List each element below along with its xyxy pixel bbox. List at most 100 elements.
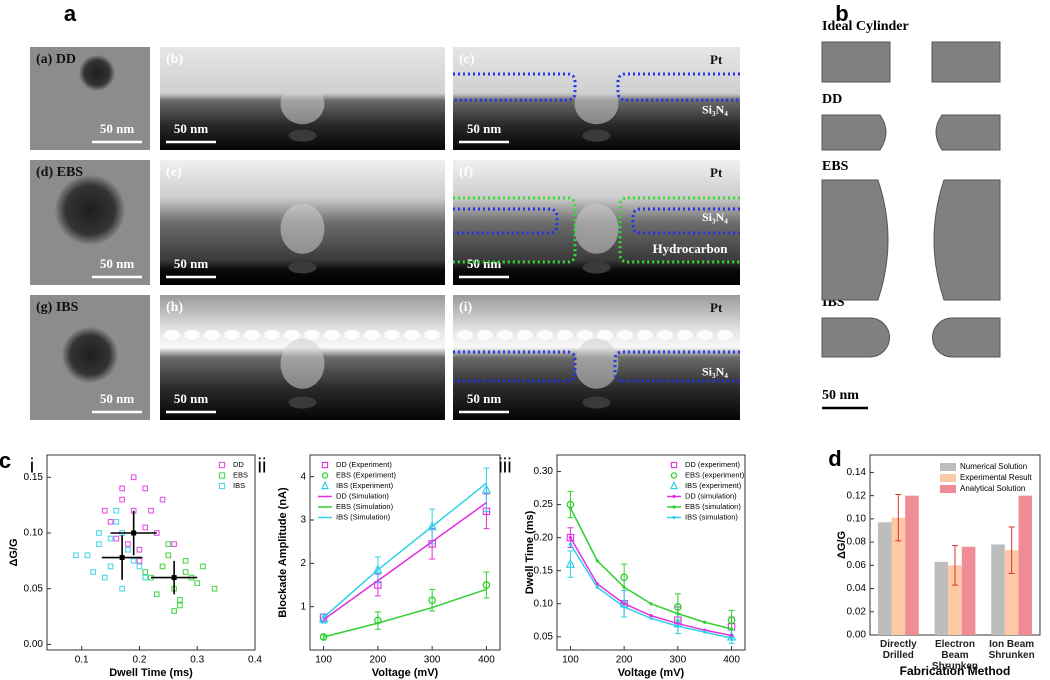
point [729, 633, 734, 638]
pore-profile [931, 41, 1001, 83]
y-tick-label: 0.05 [24, 583, 44, 594]
point [119, 585, 125, 592]
legend-label: DD (Simulation) [336, 491, 389, 500]
pt-grain [597, 330, 613, 340]
point [726, 631, 737, 641]
point [676, 621, 680, 626]
point [595, 559, 599, 563]
y-tick-label: 0.10 [847, 514, 867, 525]
legend-marker [670, 472, 678, 479]
layer-label: Pt [710, 165, 723, 180]
point [622, 585, 626, 589]
scale-label: 50 nm [174, 256, 208, 271]
legend-label: Numerical Solution [960, 462, 1027, 471]
legend-marker [669, 481, 679, 490]
legend-label: IBS [233, 481, 245, 490]
point [319, 633, 328, 641]
y-tick-label: 0.08 [847, 537, 867, 548]
panel-letter: b [835, 1, 848, 26]
pore-neck [574, 203, 619, 254]
legend-marker [672, 515, 676, 520]
pt-grain [404, 330, 420, 340]
pt-grain [577, 330, 593, 340]
panel-label: ii [258, 455, 267, 477]
point [620, 573, 628, 582]
scale-label: 50 nm [467, 391, 501, 406]
x-axis-title: Fabrication Method [900, 664, 1011, 678]
x-tick-label: 0.1 [75, 655, 89, 666]
point [107, 519, 114, 525]
point [136, 558, 143, 564]
pt-grain [284, 330, 300, 340]
panel-label: i [30, 455, 34, 477]
legend-marker [218, 472, 226, 479]
point [90, 569, 97, 575]
y-tick-label: 0.02 [847, 606, 867, 617]
pt-grain [457, 330, 473, 340]
mean-point [119, 555, 125, 561]
point [107, 563, 114, 570]
image-tag: (i) [459, 300, 473, 315]
pt-grain [677, 330, 693, 340]
legend-label: IBS (experiment) [685, 481, 742, 490]
legend-swatch [940, 463, 956, 471]
legend-marker [218, 461, 226, 469]
legend-label: EBS [233, 470, 248, 479]
pt-grain [264, 330, 280, 340]
x-axis-title: Dwell Time (ms) [109, 667, 193, 679]
point [481, 484, 492, 494]
pt-grain [304, 330, 320, 340]
layer-label: Si₃N₄ [702, 103, 728, 117]
x-tick-label: 300 [424, 655, 441, 666]
point [177, 597, 183, 603]
point [568, 536, 573, 540]
point [165, 541, 172, 547]
point [142, 574, 149, 581]
point [674, 603, 682, 611]
pore-profile [935, 114, 1001, 151]
pt-grain [184, 330, 200, 340]
image-tag: (g) IBS [36, 300, 79, 315]
series-line [569, 543, 732, 639]
legend-label: Experimental Result [960, 473, 1032, 482]
point [565, 558, 576, 568]
pore-neck [574, 338, 619, 389]
y-tick-label: 0.05 [534, 631, 554, 642]
y-tick-label: 0.15 [534, 565, 554, 576]
point [142, 485, 149, 492]
point [568, 542, 573, 546]
boundary-outline [616, 72, 740, 102]
y-axis-title: Dwell Time (ms) [524, 510, 536, 594]
legend-marker [321, 472, 329, 479]
point [136, 546, 143, 553]
legend-label: IBS (simulation) [685, 512, 738, 521]
legend-label: DD (experiment) [685, 460, 741, 469]
pore-neck [280, 83, 325, 125]
legend-marker [672, 505, 676, 509]
legend-marker [218, 482, 226, 490]
image-tag: (h) [166, 300, 183, 315]
image-tag: (c) [459, 52, 475, 67]
boundary-outline [631, 207, 740, 235]
point [96, 530, 102, 536]
legend-label: Analytical Solution [960, 484, 1025, 493]
boundary-outline [453, 350, 577, 383]
series-line [569, 507, 732, 630]
point [649, 614, 653, 618]
error-bar [567, 490, 574, 519]
x-tick-label: 400 [723, 655, 740, 666]
series-line [569, 537, 732, 637]
image-tag: (f) [459, 165, 473, 180]
image-tag: (a) DD [36, 52, 76, 67]
point [148, 507, 154, 514]
point [159, 563, 166, 570]
error-bar [483, 571, 490, 599]
panel-letter: d [828, 446, 841, 471]
point [649, 616, 653, 620]
point [130, 474, 137, 481]
pt-grain [384, 330, 400, 340]
layer-label: Si₃N₄ [702, 210, 728, 224]
pt-grain [517, 330, 533, 340]
series-line [323, 588, 487, 638]
